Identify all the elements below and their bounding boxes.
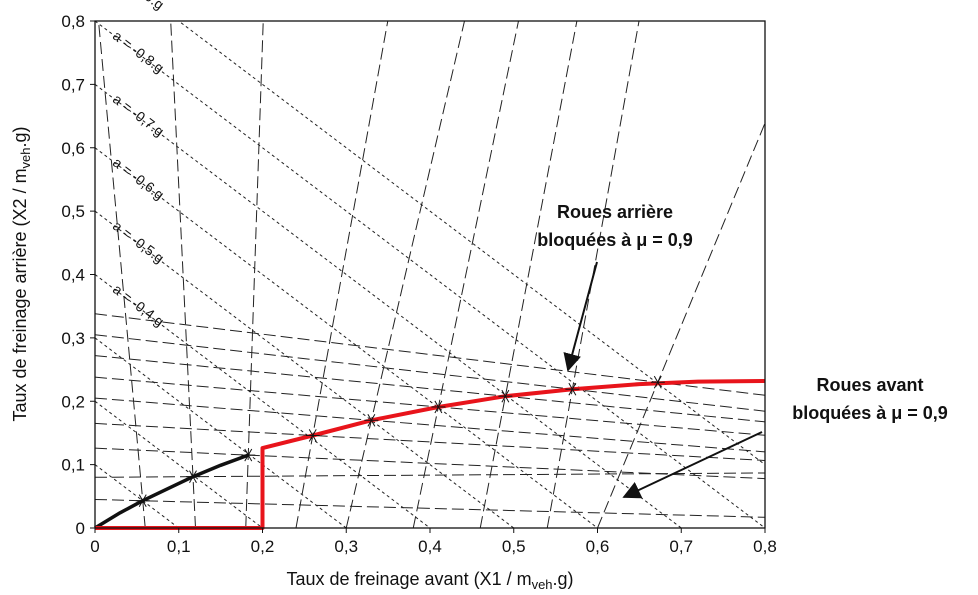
front-lock-arrow bbox=[622, 431, 763, 499]
iso-deceleration-label: a = -0,6.g bbox=[110, 154, 167, 203]
y-tick-label: 0,8 bbox=[61, 12, 85, 31]
x-axis-ticks: 0 0,1 0,2 0,3 0,4 0,5 0,6 0,7 0,8 bbox=[90, 528, 777, 556]
intersection-marker bbox=[431, 400, 446, 414]
y-tick-label: 0 bbox=[76, 519, 85, 538]
intersection-marker bbox=[305, 429, 320, 442]
iso-deceleration-label: a = -0,7.g bbox=[110, 91, 167, 140]
iso-deceleration-line bbox=[95, 400, 263, 528]
x-tick-label: 0,1 bbox=[167, 537, 191, 556]
intersection-marker bbox=[565, 382, 580, 396]
front-lock-line bbox=[345, 21, 465, 528]
rear-lock-line bbox=[95, 397, 765, 453]
x-tick-label: 0,3 bbox=[334, 537, 358, 556]
iso-deceleration-line bbox=[177, 21, 765, 466]
rear-lock-arrow bbox=[563, 261, 598, 372]
y-axis-ticks: 0 0,1 0,2 0,3 0,4 0,5 0,6 0,7 0,8 bbox=[61, 12, 95, 538]
x-tick-label: 0,4 bbox=[418, 537, 442, 556]
iso-deceleration-line bbox=[95, 274, 431, 528]
front-lock-label-line2: bloquées à μ = 0,9 bbox=[792, 403, 948, 423]
x-tick-label: 0,6 bbox=[586, 537, 610, 556]
rear-lock-line bbox=[95, 498, 765, 518]
y-axis-title: Taux de freinage arrière (X2 / mveh.g) bbox=[10, 126, 33, 421]
iso-deceleration-label: a = -0,5.g bbox=[110, 217, 167, 266]
rear-lock-annotation: Roues arrière bloquées à μ = 0,9 bbox=[537, 202, 693, 372]
y-tick-label: 0,4 bbox=[61, 266, 85, 285]
iso-deceleration-line bbox=[95, 147, 598, 528]
rear-lock-line bbox=[95, 472, 765, 478]
y-tick-label: 0,3 bbox=[61, 329, 85, 348]
rear-lock-line bbox=[95, 376, 765, 436]
y-tick-label: 0,6 bbox=[61, 139, 85, 158]
front-lock-annotation: Roues avant bloquées à μ = 0,9 bbox=[622, 375, 948, 499]
y-tick-label: 0,5 bbox=[61, 202, 85, 221]
rear-lock-label-line2: bloquées à μ = 0,9 bbox=[537, 230, 693, 250]
rear-lock-line bbox=[95, 334, 765, 412]
x-tick-label: 0,8 bbox=[753, 537, 777, 556]
intersection-markers bbox=[135, 375, 665, 508]
iso-deceleration-line bbox=[95, 21, 765, 528]
intersection-marker bbox=[498, 389, 513, 403]
intersection-marker bbox=[650, 375, 665, 389]
rear-lock-line bbox=[95, 447, 765, 480]
x-tick-label: 0,5 bbox=[502, 537, 526, 556]
x-tick-label: 0,7 bbox=[669, 537, 693, 556]
rear-lock-line bbox=[95, 422, 765, 461]
front-lock-line bbox=[295, 21, 389, 528]
x-tick-label: 0,2 bbox=[251, 537, 275, 556]
intersection-marker bbox=[364, 413, 379, 427]
rear-lock-lines bbox=[95, 313, 765, 518]
x-axis-title: Taux de freinage avant (X1 / mveh.g) bbox=[286, 569, 573, 592]
rear-lock-label-line1: Roues arrière bbox=[557, 202, 673, 222]
front-lock-line bbox=[479, 21, 578, 528]
front-lock-line bbox=[412, 21, 519, 528]
y-tick-label: 0,2 bbox=[61, 392, 85, 411]
front-lock-line bbox=[597, 121, 765, 528]
front-lock-lines bbox=[98, 21, 765, 528]
iso-deceleration-label: a = -0,4.g bbox=[110, 281, 167, 330]
iso-deceleration-labels: a = -0,4.g a = -0,5.g a = -0,6.g a = -0,7.g… bbox=[110, 0, 167, 329]
rear-lock-line bbox=[95, 355, 765, 423]
iso-deceleration-label: a = -0,9.g bbox=[110, 0, 167, 13]
ideal_distribution-line bbox=[94, 453, 249, 530]
front-lock-label-line1: Roues avant bbox=[816, 375, 923, 395]
x-tick-label: 0 bbox=[90, 537, 99, 556]
y-tick-label: 0,7 bbox=[61, 75, 85, 94]
iso-deceleration-line bbox=[95, 337, 347, 528]
intersection-marker bbox=[185, 470, 200, 483]
y-tick-label: 0,1 bbox=[61, 456, 85, 475]
intersection-marker bbox=[135, 494, 150, 508]
iso-deceleration-label: a = -0,8.g bbox=[110, 27, 167, 76]
iso-deceleration-lines bbox=[95, 21, 765, 528]
intersection-marker bbox=[241, 448, 256, 462]
iso-deceleration-line bbox=[95, 83, 682, 528]
